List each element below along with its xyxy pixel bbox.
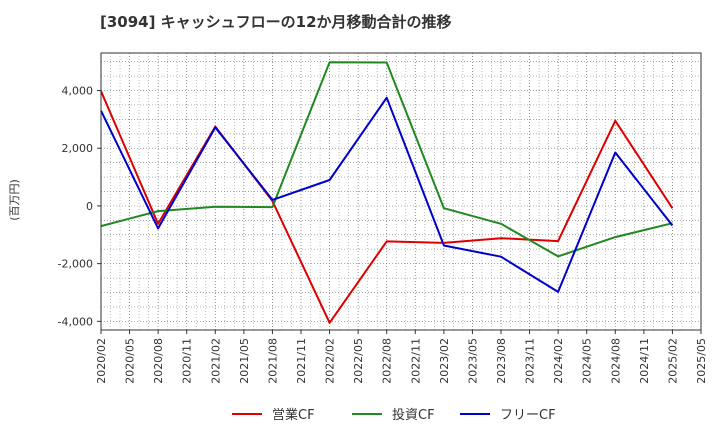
x-tick-label: 2024/05 <box>581 338 594 384</box>
x-tick-label: 2022/08 <box>381 338 394 384</box>
plot-frame <box>100 52 702 331</box>
x-tick-label: 2022/11 <box>409 338 422 384</box>
y-tick-label: -2,000 <box>58 258 93 271</box>
x-tick-label: 2025/02 <box>666 338 679 384</box>
grid <box>101 53 701 330</box>
x-tick-label: 2024/11 <box>638 338 651 384</box>
legend-label-investing: 投資CF <box>392 407 435 423</box>
series-line-investing <box>100 61 673 258</box>
legend-label-free: フリーCF <box>500 408 556 423</box>
x-tick-label: 2025/05 <box>695 338 708 384</box>
x-tick-label: 2023/11 <box>524 338 537 384</box>
x-tick-label: 2023/05 <box>466 338 479 384</box>
series-group <box>100 61 674 324</box>
series-line-free <box>100 96 674 293</box>
y-tick-label: -4,000 <box>58 315 93 328</box>
y-tick-label: 0 <box>86 200 93 213</box>
y-axis-label: (百万円) <box>8 179 21 221</box>
x-tick-label: 2020/05 <box>124 338 137 384</box>
x-tick-label: 2024/08 <box>609 338 622 384</box>
x-tick-label: 2021/11 <box>295 338 308 384</box>
x-tick-label: 2023/02 <box>438 338 451 384</box>
x-tick-label: 2024/02 <box>552 338 565 384</box>
y-tick-label: 4,000 <box>62 85 94 98</box>
x-tick-label: 2020/02 <box>95 338 108 384</box>
y-ticks: -4,000 -2,000 0 2,000 4,000 <box>58 85 101 328</box>
x-tick-label: 2022/02 <box>324 338 337 384</box>
legend-label-operating: 営業CF <box>272 407 315 423</box>
y-tick-label: 2,000 <box>62 142 94 155</box>
x-tick-label: 2023/08 <box>495 338 508 384</box>
x-tick-label: 2021/05 <box>238 338 251 384</box>
x-tick-label: 2020/08 <box>152 338 165 384</box>
x-tick-label: 2022/05 <box>352 338 365 384</box>
series-line-operating <box>100 90 674 324</box>
chart-title: [3094] キャッシュフローの12か月移動合計の推移 <box>100 13 452 31</box>
x-tick-label: 2021/02 <box>209 338 222 384</box>
x-tick-label: 2020/11 <box>181 338 194 384</box>
x-ticks: 2020/02 2020/05 2020/08 2020/11 2021/02 2021/… <box>95 330 708 384</box>
x-tick-label: 2021/08 <box>266 338 279 384</box>
legend: 営業CF 投資CF フリーCF <box>232 407 556 423</box>
